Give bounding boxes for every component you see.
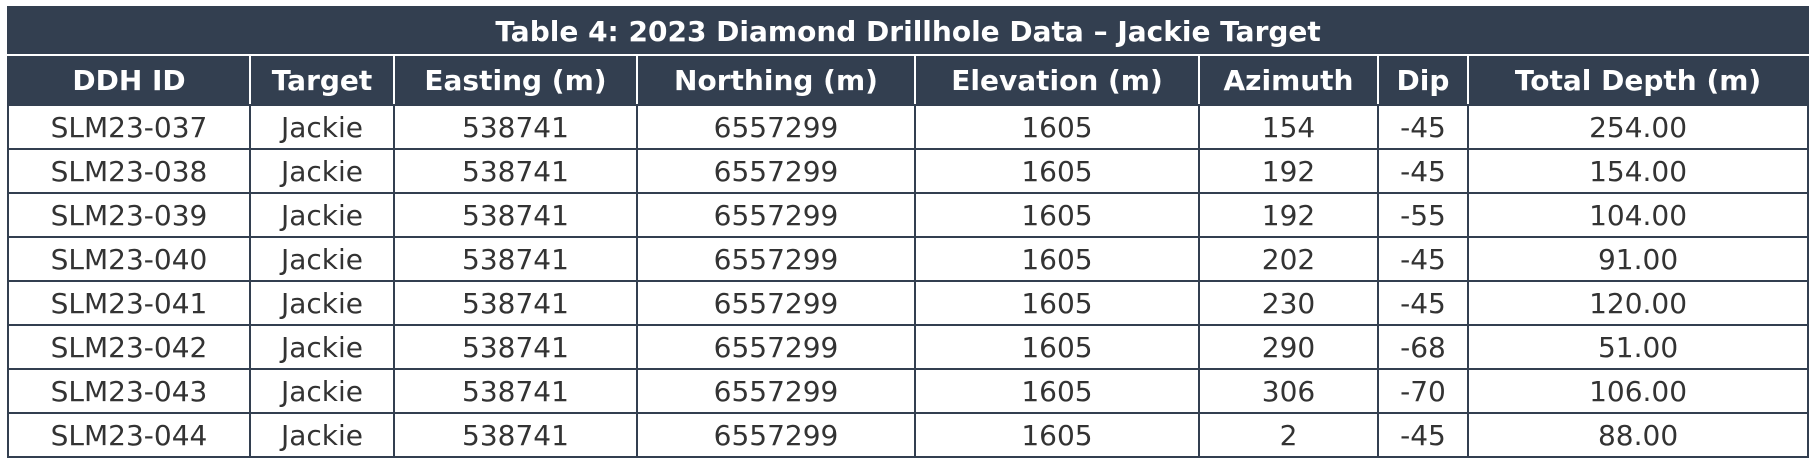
table-row: SLM23-043 Jackie 538741 6557299 1605 306 -70 10… bbox=[7, 368, 1810, 414]
table-cell: Jackie bbox=[249, 280, 395, 326]
table-cell: 6557299 bbox=[636, 192, 916, 238]
column-header: Dip bbox=[1377, 54, 1469, 106]
table-cell: SLM23-043 bbox=[7, 368, 251, 414]
table-row: SLM23-038 Jackie 538741 6557299 1605 192 -45 15… bbox=[7, 148, 1810, 194]
table-cell: 91.00 bbox=[1466, 236, 1810, 282]
table-cell: 1605 bbox=[914, 104, 1200, 150]
table-cell: 230 bbox=[1198, 280, 1379, 326]
table-title: Table 4: 2023 Diamond Drillhole Data – J… bbox=[6, 6, 1810, 56]
table-row: SLM23-037 Jackie 538741 6557299 1605 154 -45 25… bbox=[7, 104, 1810, 150]
table-cell: -45 bbox=[1377, 236, 1469, 282]
column-header: Easting (m) bbox=[393, 54, 638, 106]
table-cell: 538741 bbox=[393, 324, 638, 370]
table-cell: 6557299 bbox=[636, 280, 916, 326]
table-cell: 538741 bbox=[393, 368, 638, 414]
table-cell: Jackie bbox=[249, 104, 395, 150]
table-cell: SLM23-039 bbox=[7, 192, 251, 238]
table-cell: 106.00 bbox=[1466, 368, 1810, 414]
table-cell: Jackie bbox=[249, 148, 395, 194]
column-header: Northing (m) bbox=[636, 54, 916, 106]
table-cell: 6557299 bbox=[636, 148, 916, 194]
column-header: DDH ID bbox=[7, 54, 251, 106]
table-row: SLM23-044 Jackie 538741 6557299 1605 2 -45 88.0… bbox=[7, 412, 1810, 458]
table-cell: 538741 bbox=[393, 192, 638, 238]
table-body: SLM23-037 Jackie 538741 6557299 1605 154 -45 25… bbox=[7, 104, 1810, 458]
table-cell: 290 bbox=[1198, 324, 1379, 370]
table-cell: 1605 bbox=[914, 236, 1200, 282]
table-cell: 51.00 bbox=[1466, 324, 1810, 370]
table-cell: 6557299 bbox=[636, 324, 916, 370]
table-cell: SLM23-044 bbox=[7, 412, 251, 458]
table-cell: Jackie bbox=[249, 324, 395, 370]
table-cell: 120.00 bbox=[1466, 280, 1810, 326]
table-cell: SLM23-038 bbox=[7, 148, 251, 194]
table-cell: 1605 bbox=[914, 412, 1200, 458]
table-row: SLM23-039 Jackie 538741 6557299 1605 192 -55 10… bbox=[7, 192, 1810, 238]
table-cell: -45 bbox=[1377, 148, 1469, 194]
table-cell: SLM23-042 bbox=[7, 324, 251, 370]
table-cell: 192 bbox=[1198, 192, 1379, 238]
table-cell: Jackie bbox=[249, 236, 395, 282]
table-cell: 1605 bbox=[914, 148, 1200, 194]
table-cell: SLM23-037 bbox=[7, 104, 251, 150]
table-cell: 202 bbox=[1198, 236, 1379, 282]
table-cell: 538741 bbox=[393, 412, 638, 458]
table-cell: -45 bbox=[1377, 412, 1469, 458]
table-head: Table 4: 2023 Diamond Drillhole Data – J… bbox=[6, 6, 1810, 106]
header-row: DDH ID Target Easting (m) Northing (m) Eleva… bbox=[7, 54, 1810, 106]
table-cell: 88.00 bbox=[1466, 412, 1810, 458]
table-cell: 6557299 bbox=[636, 104, 916, 150]
table-cell: 1605 bbox=[914, 280, 1200, 326]
table-cell: 538741 bbox=[393, 280, 638, 326]
table-cell: -68 bbox=[1377, 324, 1469, 370]
table-cell: 6557299 bbox=[636, 368, 916, 414]
table-cell: 104.00 bbox=[1466, 192, 1810, 238]
column-header: Total Depth (m) bbox=[1466, 54, 1810, 106]
column-header: Elevation (m) bbox=[914, 54, 1200, 106]
table-row: SLM23-041 Jackie 538741 6557299 1605 230 -45 12… bbox=[7, 280, 1810, 326]
table-cell: 538741 bbox=[393, 104, 638, 150]
table-cell: Jackie bbox=[249, 368, 395, 414]
column-header: Azimuth bbox=[1198, 54, 1379, 106]
table-cell: 6557299 bbox=[636, 412, 916, 458]
table-cell: 192 bbox=[1198, 148, 1379, 194]
table-cell: 1605 bbox=[914, 368, 1200, 414]
table-cell: -70 bbox=[1377, 368, 1469, 414]
table-cell: 538741 bbox=[393, 236, 638, 282]
table-cell: 6557299 bbox=[636, 236, 916, 282]
table-cell: SLM23-040 bbox=[7, 236, 251, 282]
table-cell: 154 bbox=[1198, 104, 1379, 150]
table-cell: 538741 bbox=[393, 148, 638, 194]
table-cell: -45 bbox=[1377, 104, 1469, 150]
table-cell: Jackie bbox=[249, 192, 395, 238]
table-cell: Jackie bbox=[249, 412, 395, 458]
table-cell: 1605 bbox=[914, 192, 1200, 238]
title-row: Table 4: 2023 Diamond Drillhole Data – J… bbox=[6, 6, 1810, 56]
table-cell: 1605 bbox=[914, 324, 1200, 370]
table-cell: -45 bbox=[1377, 280, 1469, 326]
table-row: SLM23-042 Jackie 538741 6557299 1605 290 -68 51… bbox=[7, 324, 1810, 370]
drillhole-table: Table 4: 2023 Diamond Drillhole Data – J… bbox=[6, 6, 1810, 458]
table-cell: -55 bbox=[1377, 192, 1469, 238]
column-header: Target bbox=[249, 54, 395, 106]
table-cell: 306 bbox=[1198, 368, 1379, 414]
table-cell: 154.00 bbox=[1466, 148, 1810, 194]
table-cell: SLM23-041 bbox=[7, 280, 251, 326]
table-row: SLM23-040 Jackie 538741 6557299 1605 202 -45 91… bbox=[7, 236, 1810, 282]
table-cell: 254.00 bbox=[1466, 104, 1810, 150]
table-cell: 2 bbox=[1198, 412, 1379, 458]
